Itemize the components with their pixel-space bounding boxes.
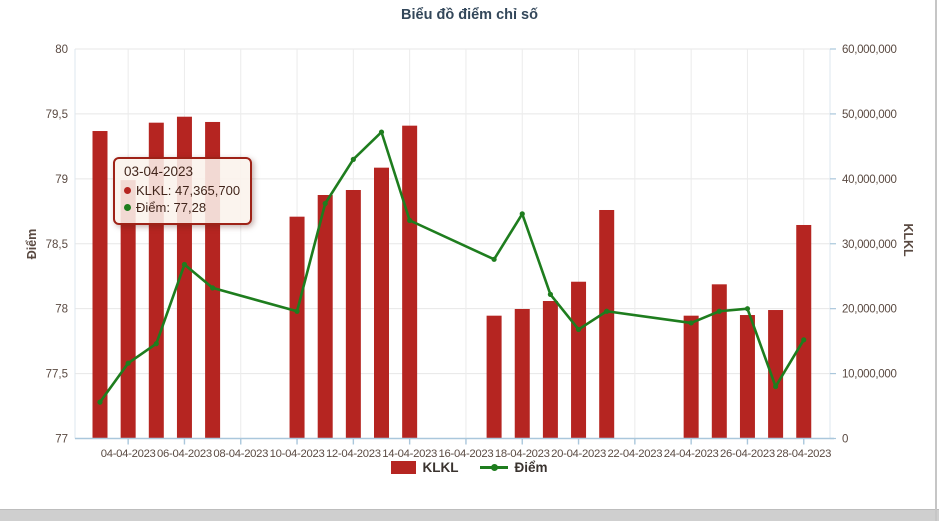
line-point-19-04-2023[interactable] xyxy=(547,291,554,297)
bar-17-04-2023[interactable] xyxy=(486,315,502,439)
chart-canvas: 04-04-2023 06-04-2023 08-04-2023 10-04-2023… xyxy=(46,44,897,460)
left-tick-label: 77,5 xyxy=(46,369,68,381)
line-point-11-04-2023[interactable] xyxy=(322,200,328,207)
bar-03-04-2023[interactable] xyxy=(92,131,108,439)
line-point-24-04-2023[interactable] xyxy=(688,320,694,326)
tooltip: 03-04-2023 KLKL: 47,365,700 Điểm: 77,28 xyxy=(113,157,253,225)
line-point-13-04-2023[interactable] xyxy=(378,129,385,135)
tooltip-row-klkl: KLKL: 47,365,700 xyxy=(124,182,240,199)
bar-24-04-2023[interactable] xyxy=(683,315,699,439)
left-axis-title: Điểm xyxy=(25,228,39,260)
bar-26-04-2023[interactable] xyxy=(739,315,755,439)
diem-dot-icon xyxy=(124,204,131,211)
x-tick-label: 12-04-2023 xyxy=(326,448,381,460)
bar-04-04-2023[interactable] xyxy=(120,180,136,439)
legend: KLKL Điểm xyxy=(0,460,939,475)
bottom-scroll-strip xyxy=(0,509,939,521)
x-tick-label: 22-04-2023 xyxy=(607,448,662,460)
line-point-26-04-2023[interactable] xyxy=(744,306,751,312)
line-point-28-04-2023[interactable] xyxy=(801,337,807,343)
line-point-21-04-2023[interactable] xyxy=(604,308,610,314)
line-point-27-04-2023[interactable] xyxy=(773,383,779,390)
left-tick-label: 78 xyxy=(55,304,68,316)
line-point-07-04-2023[interactable] xyxy=(210,285,216,291)
line-point-10-04-2023[interactable] xyxy=(294,308,300,314)
line-point-17-04-2023[interactable] xyxy=(491,256,497,262)
x-tick-label: 16-04-2023 xyxy=(439,448,494,460)
line-point-03-04-2023[interactable] xyxy=(97,399,103,405)
bar-21-04-2023[interactable] xyxy=(599,209,615,439)
left-tick-label: 79,5 xyxy=(46,109,68,121)
right-tick-label: 40,000,000 xyxy=(842,174,897,186)
right-tick-label: 30,000,000 xyxy=(842,239,897,251)
chart-title: Biểu đồ điểm chỉ số xyxy=(401,7,538,23)
right-tick-label: 60,000,000 xyxy=(842,44,897,56)
line-point-06-04-2023[interactable] xyxy=(181,261,188,268)
line-point-12-04-2023[interactable] xyxy=(350,156,356,162)
legend-label-diem: Điểm xyxy=(514,460,548,475)
line-point-20-04-2023[interactable] xyxy=(575,326,582,333)
line-point-25-04-2023[interactable] xyxy=(716,308,722,314)
diem-line[interactable] xyxy=(98,130,805,403)
x-tick-label: 26-04-2023 xyxy=(720,448,775,460)
x-tick-label: 06-04-2023 xyxy=(157,448,212,460)
bar-28-04-2023[interactable] xyxy=(796,224,812,439)
left-tick-label: 80 xyxy=(55,44,68,56)
line-point-04-04-2023[interactable] xyxy=(125,360,131,366)
bar-swatch-icon xyxy=(391,461,417,474)
bar-19-04-2023[interactable] xyxy=(542,301,558,439)
bar-12-04-2023[interactable] xyxy=(345,189,361,439)
bar-10-04-2023[interactable] xyxy=(289,216,305,439)
right-tick-label: 20,000,000 xyxy=(842,304,897,316)
x-tick-label: 20-04-2023 xyxy=(551,448,606,460)
x-tick-label: 14-04-2023 xyxy=(382,448,437,460)
tooltip-diem-value: Điểm: 77,28 xyxy=(136,200,207,215)
x-tick-label: 10-04-2023 xyxy=(270,448,325,460)
tooltip-date: 03-04-2023 xyxy=(124,164,194,179)
bar-11-04-2023[interactable] xyxy=(317,194,333,439)
right-tick-label: 50,000,000 xyxy=(842,109,897,121)
x-tick-label: 18-04-2023 xyxy=(495,448,550,460)
right-axis-title: KLKL xyxy=(901,223,915,257)
legend-item-diem[interactable]: Điểm xyxy=(480,460,548,475)
line-point-05-04-2023[interactable] xyxy=(153,341,159,347)
left-tick-label: 79 xyxy=(55,174,68,186)
bar-14-04-2023[interactable] xyxy=(402,125,418,439)
x-tick-label: 04-04-2023 xyxy=(101,448,156,460)
right-tick-label: 10,000,000 xyxy=(842,369,897,381)
bar-13-04-2023[interactable] xyxy=(374,167,389,439)
left-tick-label: 78,5 xyxy=(46,239,68,251)
bar-25-04-2023[interactable] xyxy=(711,284,727,439)
tooltip-row-diem: Điểm: 77,28 xyxy=(124,199,240,216)
left-tick-label: 77 xyxy=(55,434,68,446)
right-border-line xyxy=(935,0,937,521)
line-point-18-04-2023[interactable] xyxy=(519,211,525,217)
x-tick-label: 28-04-2023 xyxy=(776,448,831,460)
line-point-14-04-2023[interactable] xyxy=(407,217,413,223)
bar-18-04-2023[interactable] xyxy=(514,308,530,439)
bar-20-04-2023[interactable] xyxy=(571,281,587,439)
bar-27-04-2023[interactable] xyxy=(768,310,784,439)
legend-label-klkl: KLKL xyxy=(422,460,459,475)
legend-item-klkl[interactable]: KLKL xyxy=(391,460,458,475)
line-swatch-icon xyxy=(480,463,509,472)
right-tick-label: 0 xyxy=(842,434,848,446)
x-tick-label: 08-04-2023 xyxy=(213,448,268,460)
tooltip-klkl-value: KLKL: 47,365,700 xyxy=(136,183,241,198)
klkl-dot-icon xyxy=(124,187,131,194)
x-tick-label: 24-04-2023 xyxy=(664,448,719,460)
